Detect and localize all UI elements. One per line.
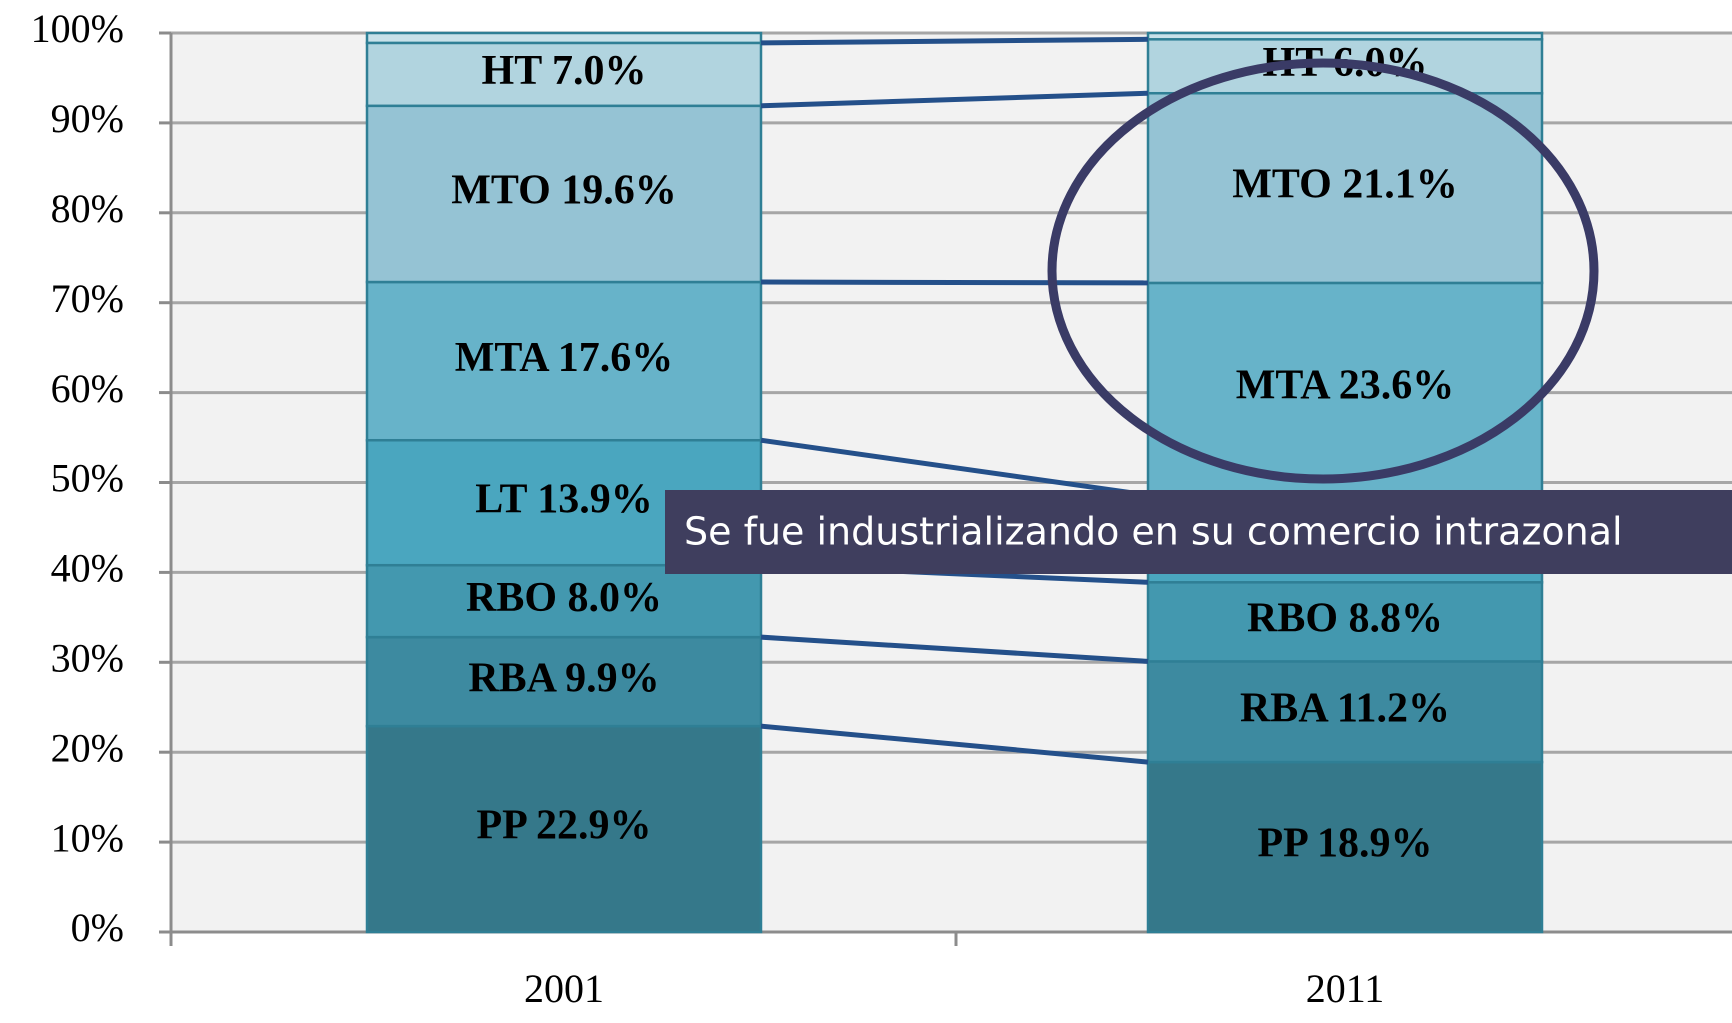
connector	[760, 36, 1149, 46]
data-label: PP 18.9%	[1258, 821, 1433, 867]
y-tick-label: 100%	[31, 6, 124, 51]
connector	[760, 279, 1149, 286]
annotation-box	[665, 490, 1732, 574]
data-label: MTA 23.6%	[1236, 363, 1455, 409]
y-tick-label: 10%	[51, 815, 124, 860]
data-label: MTA 17.6%	[455, 335, 674, 381]
bar-segment	[1146, 760, 1544, 934]
connector	[760, 723, 1149, 765]
bar-segment	[1146, 31, 1544, 41]
y-tick-label: 60%	[51, 366, 124, 411]
connector	[760, 437, 1149, 498]
bar-segment	[1146, 581, 1544, 663]
data-label: MTO 21.1%	[1232, 162, 1458, 208]
bar-segment	[365, 724, 763, 934]
data-label: RBA 11.2%	[1240, 685, 1450, 731]
annotation: Se fue industrializando en su comercio i…	[684, 510, 1623, 554]
bar-segment	[365, 563, 763, 639]
bar-segment	[365, 104, 763, 284]
y-tick-label: 30%	[51, 635, 124, 680]
y-tick-label: 40%	[51, 546, 124, 591]
bar-segment	[365, 635, 763, 728]
y-tick-label: 70%	[51, 276, 124, 321]
x-tick-label: 2001	[524, 966, 604, 1011]
connector	[760, 90, 1149, 109]
connector	[760, 634, 1149, 664]
y-tick-label: 0%	[71, 905, 124, 950]
bar-segment	[365, 41, 763, 108]
y-tick-label: 50%	[51, 456, 124, 501]
data-label: PP 22.9%	[477, 803, 652, 849]
highlight-ellipse	[1047, 58, 1599, 484]
data-label: MTO 19.6%	[451, 168, 677, 214]
data-label: RBA 9.9%	[468, 655, 659, 701]
data-label: RBO 8.0%	[466, 575, 662, 621]
bar-segment	[365, 31, 763, 45]
bar-segment	[1146, 91, 1544, 285]
bar-segment	[1146, 660, 1544, 764]
data-label: RBO 8.8%	[1247, 595, 1443, 641]
x-tick-label: 2011	[1306, 966, 1385, 1011]
data-label: HT 7.0%	[482, 48, 647, 94]
y-tick-label: 90%	[51, 96, 124, 141]
y-tick-label: 80%	[51, 186, 124, 231]
bar-segment	[365, 280, 763, 442]
data-label: LT 13.9%	[475, 476, 652, 522]
y-tick-label: 20%	[51, 725, 124, 770]
